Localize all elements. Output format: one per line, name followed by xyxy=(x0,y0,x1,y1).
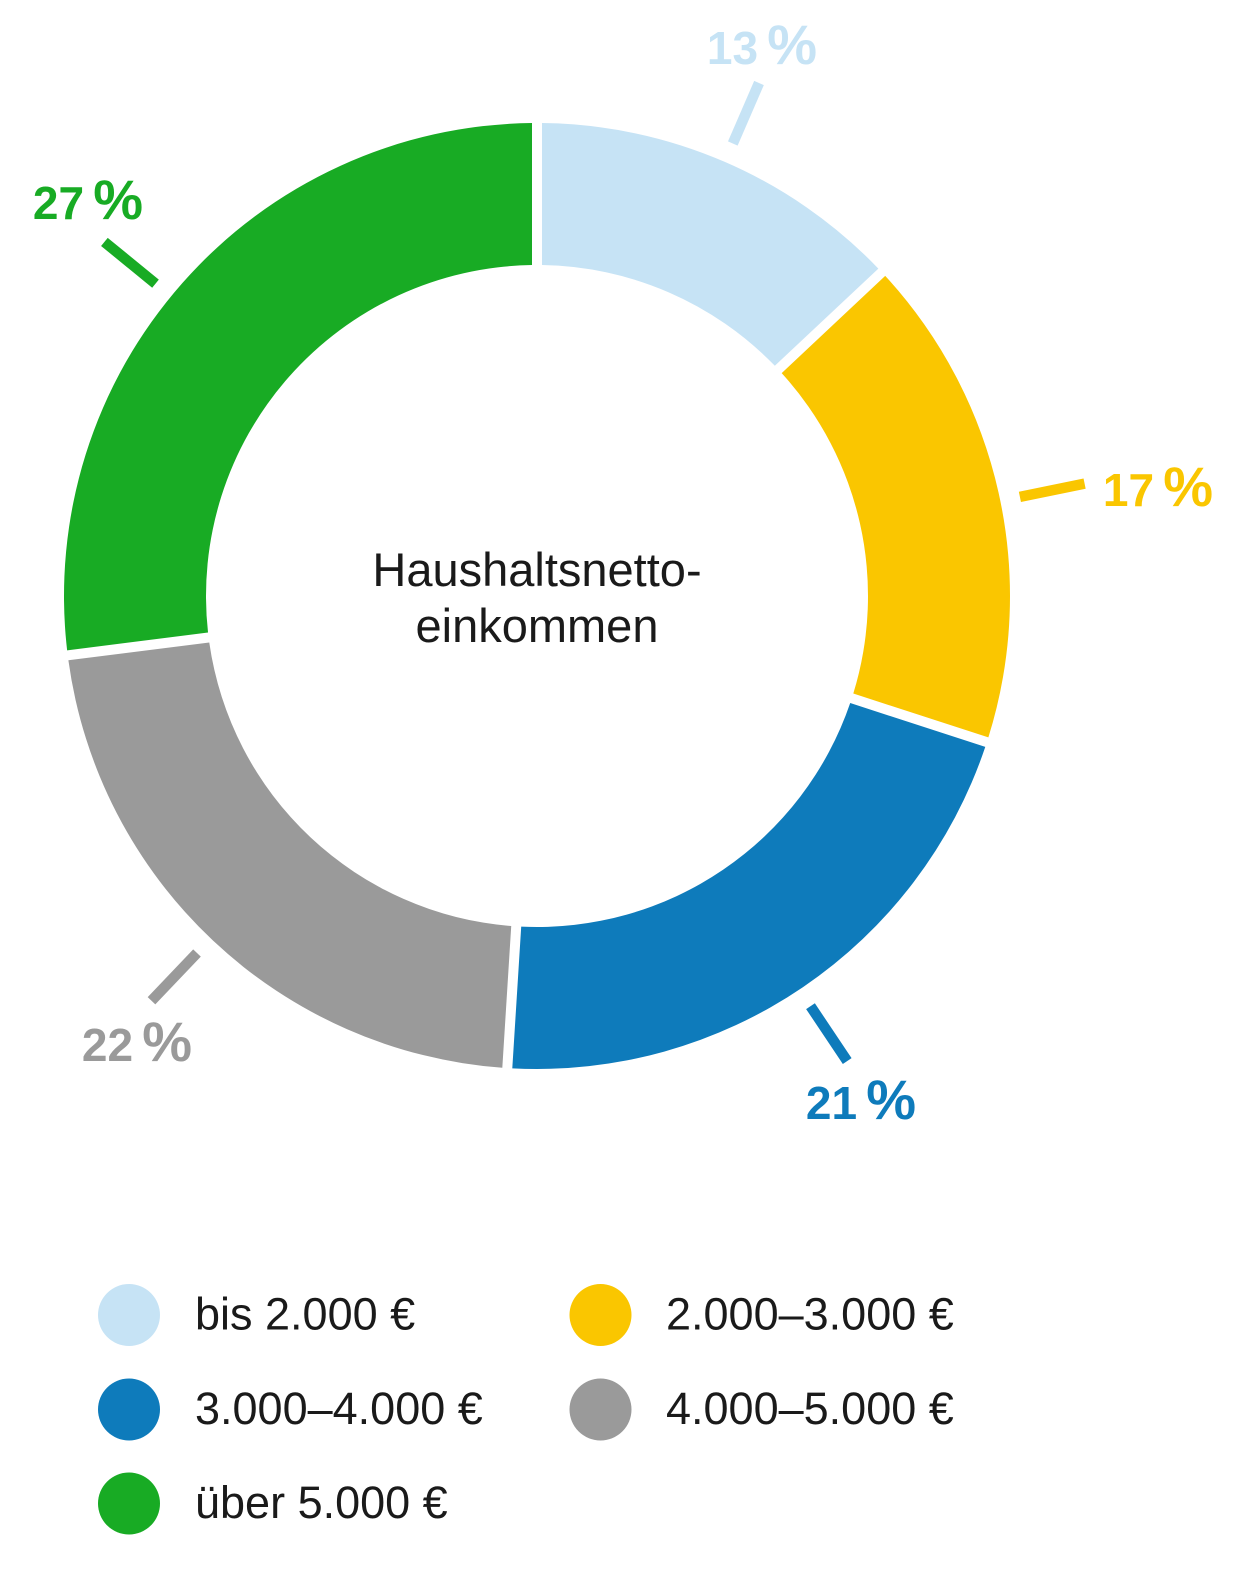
svg-text:über 5.000 €: über 5.000 € xyxy=(195,1477,448,1528)
svg-text:bis 2.000 €: bis 2.000 € xyxy=(195,1289,415,1340)
svg-text:4.000–5.000 €: 4.000–5.000 € xyxy=(666,1383,954,1434)
svg-text:13 %: 13 % xyxy=(707,13,817,76)
svg-text:2.000–3.000 €: 2.000–3.000 € xyxy=(666,1289,954,1340)
svg-text:einkommen: einkommen xyxy=(416,599,659,652)
svg-text:27 %: 27 % xyxy=(33,168,143,231)
svg-text:22 %: 22 % xyxy=(82,1010,192,1073)
svg-text:17 %: 17 % xyxy=(1103,455,1213,518)
svg-text:3.000–4.000 €: 3.000–4.000 € xyxy=(195,1383,483,1434)
svg-text:21 %: 21 % xyxy=(806,1068,916,1131)
svg-text:Haushaltsnetto-: Haushaltsnetto- xyxy=(372,543,701,596)
